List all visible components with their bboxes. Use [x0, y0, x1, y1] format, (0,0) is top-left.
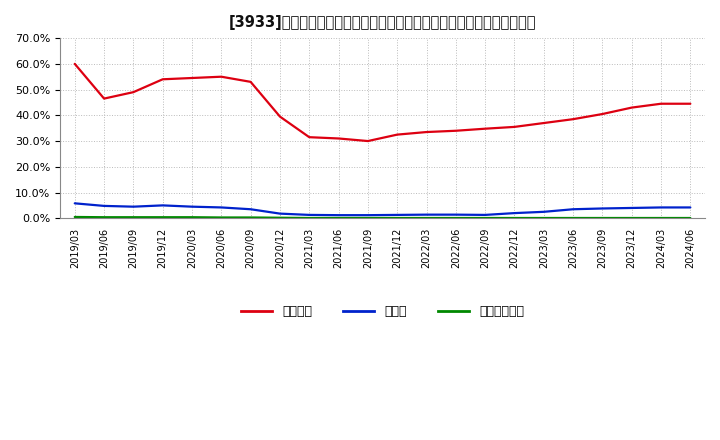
Title: [3933]　自己資本、のれん、繰延税金資産の総資産に対する比率の推移: [3933] 自己資本、のれん、繰延税金資産の総資産に対する比率の推移 [229, 15, 536, 30]
Legend: 自己資本, のれん, 繰延税金資産: 自己資本, のれん, 繰延税金資産 [235, 300, 529, 323]
